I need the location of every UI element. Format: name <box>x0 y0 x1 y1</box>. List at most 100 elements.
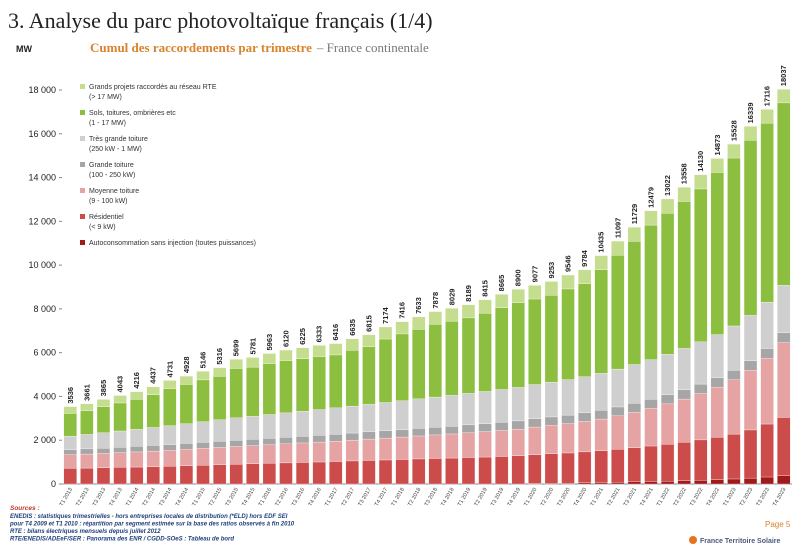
bar-segment <box>412 435 426 460</box>
bar-segment <box>179 465 194 485</box>
legend-swatch <box>80 162 85 167</box>
bar-segment <box>196 465 210 485</box>
bar-segment <box>478 391 492 424</box>
chart-subtitle: Cumul des raccordements par trimestre <box>90 40 312 55</box>
bar-segment <box>660 213 675 355</box>
x-tick-label: T4 2015 <box>241 487 256 507</box>
legend-line: (< 9 kW) <box>89 224 116 231</box>
bar-segment <box>627 241 642 365</box>
bar-segment <box>710 479 724 485</box>
bar-segment <box>412 458 426 485</box>
bar-segment <box>478 299 492 314</box>
bar-segment <box>461 424 476 433</box>
x-tick-label: T3 2023 <box>756 487 771 507</box>
total-label: 10435 <box>597 232 606 253</box>
bar-segment <box>212 464 227 485</box>
total-label: 5781 <box>248 338 257 355</box>
bar-segment <box>279 462 293 485</box>
bar-segment <box>146 466 160 485</box>
bar-segment <box>478 313 492 392</box>
bar-segment <box>743 315 758 361</box>
x-tick-label: T2 2021 <box>606 487 621 507</box>
legend-label: Grande toiture (100 - 250 kW) <box>89 162 135 179</box>
x-tick-label: T3 2020 <box>556 487 571 507</box>
bar-segment <box>179 449 194 466</box>
total-label: 7416 <box>398 302 407 319</box>
bar-segment <box>511 428 525 456</box>
bar-segment <box>96 467 111 485</box>
total-label: 15528 <box>729 120 738 141</box>
legend-line: Grands projets raccordés au réseau RTE <box>89 84 217 91</box>
bar-segment <box>428 434 442 459</box>
bar-segment <box>511 455 525 485</box>
bar-segment <box>262 363 277 415</box>
bar-segment <box>760 358 774 425</box>
bar-segment <box>777 332 791 343</box>
bar-segment <box>362 346 376 405</box>
legend-swatch <box>80 214 85 219</box>
x-tick-label: T2 2018 <box>407 487 422 507</box>
bar-segment <box>528 426 542 455</box>
x-tick-label: T3 2016 <box>291 487 306 507</box>
bar-segment <box>80 448 94 455</box>
total-label: 6333 <box>315 326 324 343</box>
x-tick-label: T1 2018 <box>391 487 406 507</box>
total-label: 8900 <box>514 270 523 287</box>
legend-label: Autoconsommation sans injection (toutes … <box>89 240 256 247</box>
logo-icon <box>689 536 697 544</box>
legend-swatch <box>80 84 85 89</box>
bar-segment <box>495 430 509 457</box>
sources-title: Sources : <box>10 505 40 512</box>
source-line: RTE/ENEDIS/ADEeF/SER : Panorama des ENR … <box>10 537 234 543</box>
bar-segment <box>80 410 94 435</box>
x-tick-label: T2 2016 <box>274 487 289 507</box>
bar-segment <box>577 451 592 483</box>
total-label: 13022 <box>663 175 672 196</box>
legend-line: (100 - 250 kW) <box>89 172 135 179</box>
bar-segment <box>262 438 277 445</box>
bar-segment <box>495 294 509 308</box>
bar-segment <box>478 456 492 485</box>
bar-segment <box>511 289 525 303</box>
legend-line: Grande toiture <box>89 162 134 169</box>
brand: France Territoire Solaire <box>700 538 781 545</box>
bar-segment <box>80 403 94 412</box>
source-line: RTE : bilans électriques mensuels depuis… <box>10 529 161 535</box>
bar-segment <box>295 462 310 485</box>
bar-segment <box>279 349 293 361</box>
bar-segment <box>163 388 177 426</box>
bar-segment <box>179 423 194 444</box>
bar-segment <box>777 417 791 476</box>
bar-segment <box>378 326 393 340</box>
bar-segment <box>694 174 708 190</box>
bar-segment <box>694 188 708 342</box>
bar-segment <box>544 381 559 418</box>
bar-segment <box>577 283 592 377</box>
bar-segment <box>561 274 575 290</box>
bar-segment <box>594 482 608 485</box>
bar-segment <box>660 403 675 445</box>
bar-segment <box>378 338 393 403</box>
bar-segment <box>412 398 426 429</box>
bar-segment <box>212 376 227 420</box>
x-tick-label: T4 2022 <box>706 487 721 507</box>
bar-segment <box>743 126 758 141</box>
bar-segment <box>212 447 227 465</box>
bar-segment <box>461 432 476 458</box>
bar-segment <box>80 453 94 469</box>
bar-segment <box>544 295 559 383</box>
bar-segment <box>710 158 724 173</box>
bar-segment <box>63 413 77 437</box>
bar-segment <box>594 255 608 270</box>
bar-segment <box>246 366 260 417</box>
bar-segment <box>660 354 675 395</box>
bar-segment <box>495 307 509 390</box>
x-tick-label: T1 2022 <box>656 487 671 507</box>
legend-label: Résidentiel (< 9 kW) <box>89 214 124 231</box>
bar-segment <box>445 457 459 485</box>
bar-segment <box>246 445 260 464</box>
x-tick-label: T1 2017 <box>324 487 339 507</box>
bar-segment <box>760 348 774 359</box>
bar-segment <box>710 387 724 438</box>
bar-segment <box>528 454 542 484</box>
